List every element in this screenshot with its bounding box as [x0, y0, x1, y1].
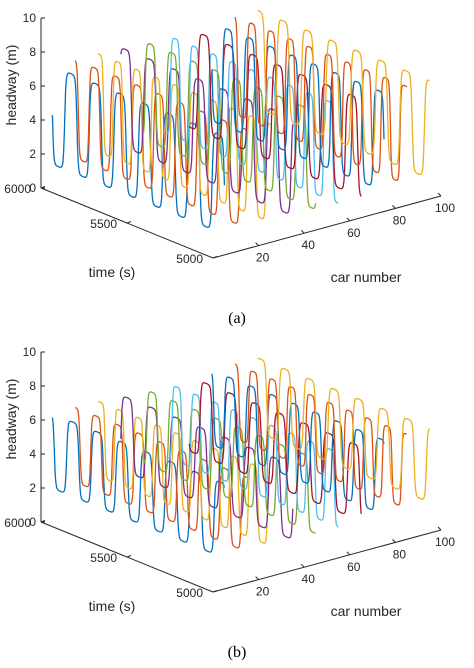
car-tick [346, 551, 351, 556]
car-tick [392, 205, 396, 209]
z-tick-label: 2 [29, 147, 36, 161]
car-tick [255, 576, 259, 580]
z-tick-label: 6 [29, 79, 36, 93]
z-axis-label: headway (m) [3, 379, 19, 460]
car-tick-label: 20 [256, 251, 270, 265]
car-axis-label: car number [331, 269, 402, 285]
series-line-car-25 [97, 53, 271, 220]
z-tick-label: 2 [29, 481, 36, 495]
time-tick-label: 5500 [90, 217, 117, 231]
time-tick-label: 5000 [176, 252, 203, 266]
panel-caption: (b) [228, 644, 247, 661]
z-tick-label: 10 [23, 345, 37, 359]
series-line-car-45 [142, 43, 317, 209]
chart-a: 0 2 4 6 8 10 5000 5500 6000 20 40 60 80 100 headway (m… [3, 9, 455, 327]
car-axis-label: car number [331, 603, 402, 619]
series-line-car-35 [120, 48, 294, 214]
car-tick [300, 229, 305, 234]
series-line-car-95 [257, 357, 431, 500]
time-tick-label: 5500 [90, 551, 117, 565]
z-tick-label: 10 [23, 11, 37, 25]
series-line-car-25 [97, 401, 271, 544]
time-tick [40, 186, 46, 189]
series-line-car-75 [211, 373, 385, 511]
z-tick-label: 4 [29, 447, 36, 461]
chart-b: 0 2 4 6 8 10 5000 5500 6000 20 40 60 80 100 headway (m… [3, 345, 455, 661]
car-tick-label: 80 [393, 213, 407, 227]
time-tick-label: 6000 [4, 182, 31, 196]
car-tick [437, 192, 442, 197]
time-tick-label: 6000 [4, 516, 31, 530]
car-tick-label: 20 [256, 585, 270, 599]
time-axis-label: time (s) [89, 598, 136, 614]
car-tick-label: 100 [435, 201, 455, 215]
series-line-car-75 [211, 28, 385, 186]
series-line-car-5 [51, 417, 226, 553]
series-line-car-85 [234, 363, 408, 506]
car-tick-label: 80 [393, 547, 407, 561]
car-tick [437, 526, 442, 531]
time-tick [126, 221, 132, 224]
car-axis-line [212, 195, 442, 259]
time-axis-label: time (s) [89, 264, 136, 280]
z-tick-label: 8 [29, 379, 36, 393]
z-tick-label: 6 [29, 413, 36, 427]
panel-caption: (a) [228, 310, 246, 327]
time-tick [40, 520, 46, 523]
z-tick-label: 0 [29, 181, 36, 195]
car-axis-line [212, 529, 442, 593]
car-tick [255, 242, 259, 246]
series-line-car-35 [120, 396, 294, 539]
car-tick-label: 60 [347, 226, 361, 240]
series-line-car-85 [234, 16, 408, 181]
car-tick [346, 217, 351, 222]
time-tick [212, 256, 218, 259]
time-tick-label: 5000 [176, 586, 203, 600]
z-axis-label: headway (m) [3, 45, 19, 126]
time-tick [212, 590, 218, 593]
car-tick-label: 40 [302, 238, 316, 252]
z-tick-label: 4 [29, 113, 36, 127]
z-tick-label: 0 [29, 515, 36, 529]
time-tick [126, 555, 132, 558]
car-tick [300, 563, 305, 568]
car-tick [392, 539, 396, 543]
series-line-car-95 [257, 9, 430, 176]
car-tick-label: 100 [435, 535, 455, 549]
z-tick-label: 8 [29, 45, 36, 59]
car-tick-label: 40 [302, 572, 316, 586]
car-tick-label: 60 [347, 560, 361, 574]
